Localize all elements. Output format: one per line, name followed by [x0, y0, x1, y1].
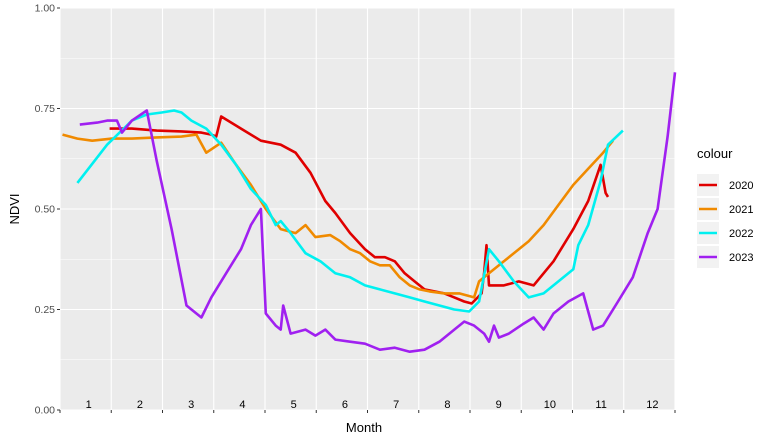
y-tick-label: 0.00	[35, 405, 56, 417]
y-axis-title: NDVI	[7, 193, 22, 224]
legend: colour 2020 2021 2022 2023	[697, 146, 753, 268]
category-label: 11	[595, 399, 606, 411]
legend-title: colour	[697, 146, 733, 161]
legend-item-2023: 2023	[697, 246, 753, 268]
legend-label: 2022	[729, 228, 753, 240]
category-label: 5	[291, 399, 297, 411]
category-labels: 1 2 3 4 5 6 7 8 9 10 11 12	[86, 399, 659, 411]
y-tick-label: 0.50	[35, 204, 56, 216]
category-label: 8	[444, 399, 450, 411]
legend-item-2020: 2020	[697, 174, 753, 196]
category-label: 3	[188, 399, 194, 411]
series-line-2023	[79, 72, 677, 353]
y-tick-label: 0.25	[35, 304, 56, 316]
x-axis-ticks	[59, 410, 676, 413]
y-tick-label: 1.00	[35, 3, 56, 15]
y-tick-label: 0.75	[35, 103, 56, 115]
series-line-2022	[76, 109, 624, 313]
legend-item-2022: 2022	[697, 222, 753, 244]
y-axis-ticks: 0.00 0.25 0.50 0.75 1.00	[35, 3, 60, 417]
category-label: 7	[393, 399, 399, 411]
category-label: 4	[239, 399, 245, 411]
category-label: 12	[646, 399, 658, 411]
series-line-2021	[62, 133, 615, 299]
category-label: 1	[86, 399, 92, 411]
category-label: 2	[137, 399, 143, 411]
legend-item-2021: 2021	[697, 198, 753, 220]
category-label: 10	[544, 399, 556, 411]
category-label: 6	[342, 399, 348, 411]
x-axis-title: Month	[346, 420, 382, 435]
series-line-2020	[109, 115, 610, 305]
legend-label: 2020	[729, 180, 753, 192]
category-label: 9	[496, 399, 502, 411]
legend-label: 2021	[729, 204, 753, 216]
legend-label: 2023	[729, 252, 753, 264]
series-layer	[62, 72, 677, 353]
